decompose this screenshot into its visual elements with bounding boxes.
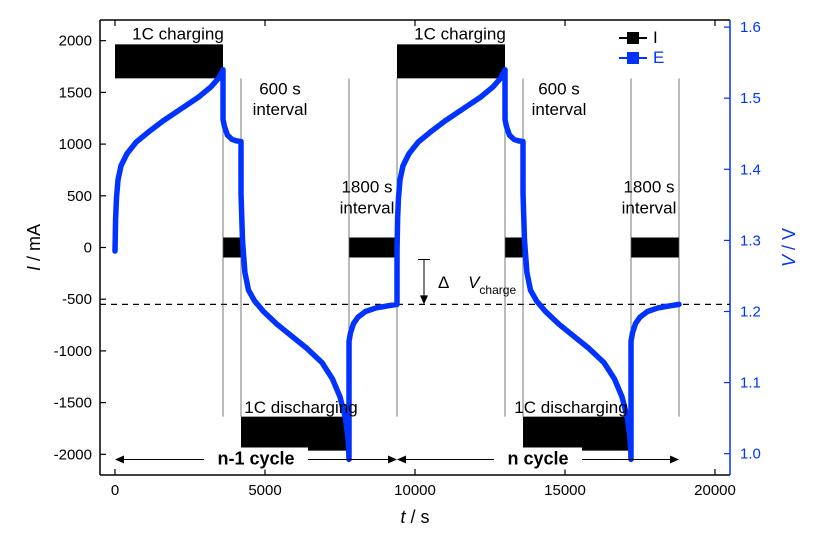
svg-text:1800 s: 1800 s <box>623 178 674 197</box>
svg-text:1C charging: 1C charging <box>414 25 506 44</box>
svg-text:1.2: 1.2 <box>740 303 761 320</box>
svg-text:1000: 1000 <box>59 136 92 153</box>
svg-text:0: 0 <box>84 240 92 257</box>
svg-text:t / s: t / s <box>400 507 429 527</box>
current-segment <box>505 238 523 258</box>
svg-text:1C discharging: 1C discharging <box>514 398 627 417</box>
svg-text:1.1: 1.1 <box>740 375 761 392</box>
svg-text:1.5: 1.5 <box>740 90 761 107</box>
svg-text:1.0: 1.0 <box>740 446 761 463</box>
svg-text:-1000: -1000 <box>54 343 92 360</box>
svg-text:500: 500 <box>67 188 92 205</box>
svg-text:10000: 10000 <box>394 482 436 499</box>
svg-text:interval: interval <box>532 100 587 119</box>
svg-text:15000: 15000 <box>544 482 586 499</box>
chart-container: { "canvas": { "width": 815, "height": 54… <box>0 0 815 544</box>
svg-text:n-1 cycle: n-1 cycle <box>217 448 294 468</box>
svg-text:2000: 2000 <box>59 33 92 50</box>
svg-text:-2000: -2000 <box>54 446 92 463</box>
svg-text:1.6: 1.6 <box>740 19 761 36</box>
svg-text:interval: interval <box>253 100 308 119</box>
svg-text:1C charging: 1C charging <box>132 25 224 44</box>
svg-text:-500: -500 <box>62 291 92 308</box>
svg-text:1.4: 1.4 <box>740 161 761 178</box>
svg-text:5000: 5000 <box>248 482 281 499</box>
current-segment <box>241 417 349 451</box>
svg-text:600 s: 600 s <box>538 79 580 98</box>
svg-text:1.3: 1.3 <box>740 232 761 249</box>
svg-text:20000: 20000 <box>694 482 736 499</box>
svg-text:0: 0 <box>111 482 119 499</box>
svg-text:1500: 1500 <box>59 84 92 101</box>
current-segment <box>523 417 631 451</box>
svg-text:interval: interval <box>340 198 395 217</box>
current-segment <box>397 44 505 78</box>
svg-text:E: E <box>653 48 664 67</box>
svg-text:V / V: V / V <box>779 228 799 267</box>
svg-text:I: I <box>653 28 658 47</box>
current-segment <box>223 238 241 258</box>
svg-text:-1500: -1500 <box>54 395 92 412</box>
current-segment <box>349 238 397 258</box>
chart-svg: -2000 -1500 -1000 -500 0 500 1000 1500 2000 1.0 1.… <box>0 0 815 544</box>
current-segment <box>115 44 223 78</box>
svg-text:600 s: 600 s <box>259 79 301 98</box>
svg-text:1C discharging: 1C discharging <box>244 398 357 417</box>
svg-text:I / mA: I / mA <box>24 224 44 271</box>
svg-text:interval: interval <box>622 198 677 217</box>
svg-text:1800 s: 1800 s <box>341 178 392 197</box>
current-segment <box>631 238 679 258</box>
svg-text:n cycle: n cycle <box>507 448 568 468</box>
